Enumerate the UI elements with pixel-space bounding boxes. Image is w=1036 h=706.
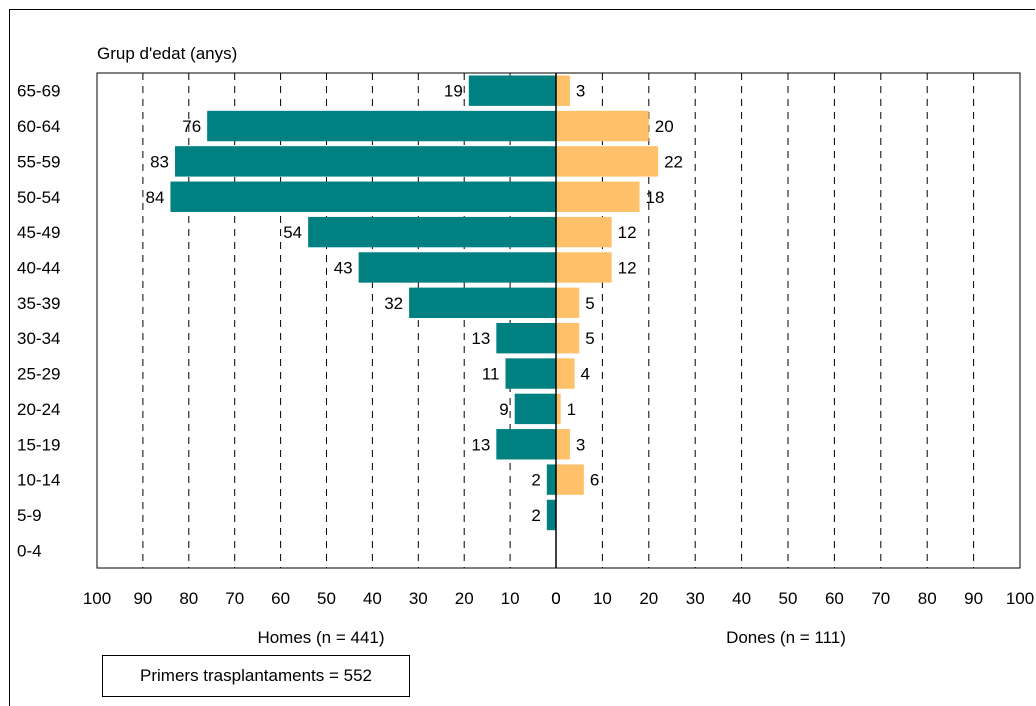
y-tick-label: 65-69: [17, 82, 60, 101]
chart-frame: [9, 9, 1035, 706]
x-tick-label-left: 60: [271, 589, 290, 608]
x-tick-label-left: 80: [179, 589, 198, 608]
x-tick-label-right: 20: [639, 589, 658, 608]
data-label-dones: 12: [618, 258, 637, 277]
data-label-dones: 18: [646, 188, 665, 207]
y-tick-label: 20-24: [17, 400, 60, 419]
y-tick-label: 45-49: [17, 223, 60, 242]
y-tick-label: 35-39: [17, 294, 60, 313]
data-label-dones: 3: [576, 435, 585, 454]
x-tick-label-left: 20: [455, 589, 474, 608]
bar-dones: [556, 181, 640, 212]
y-tick-label: 0-4: [17, 541, 42, 560]
x-tick-label-left: 90: [133, 589, 152, 608]
data-label-dones: 20: [655, 117, 674, 136]
y-tick-label: 30-34: [17, 329, 60, 348]
data-label-dones: 3: [576, 82, 585, 101]
data-label-homes: 2: [531, 471, 540, 490]
x-axis-label-dones: Dones (n = 111): [726, 628, 846, 647]
y-tick-label: 25-29: [17, 365, 60, 384]
x-tick-label-right: 80: [918, 589, 937, 608]
y-tick-label: 10-14: [17, 471, 60, 490]
bar-homes: [505, 358, 556, 389]
data-label-homes: 11: [482, 365, 500, 384]
bar-dones: [556, 464, 584, 495]
y-tick-label: 50-54: [17, 188, 60, 207]
x-tick-label-right: 90: [964, 589, 983, 608]
bar-dones: [556, 322, 580, 354]
y-axis-title: Grup d'edat (anys): [97, 44, 237, 63]
bar-homes: [358, 252, 556, 283]
bar-dones: [556, 252, 612, 283]
x-tick-label-left: 70: [225, 589, 244, 608]
x-tick-label-left: 10: [501, 589, 520, 608]
data-label-homes: 84: [146, 188, 165, 207]
x-tick-label-right: 50: [779, 589, 798, 608]
data-label-homes: 2: [531, 506, 540, 525]
data-label-homes: 43: [334, 258, 353, 277]
bars: [170, 75, 659, 531]
bar-dones: [556, 110, 649, 142]
bar-dones: [556, 146, 659, 177]
bar-dones: [556, 75, 570, 106]
x-tick-label-left: 30: [409, 589, 428, 608]
data-label-homes: 9: [499, 400, 508, 419]
summary-text: Primers trasplantaments = 552: [140, 666, 372, 685]
x-tick-label-right: 0: [551, 589, 560, 608]
data-label-dones: 5: [585, 294, 594, 313]
bar-homes: [409, 287, 556, 319]
data-label-homes: 13: [471, 329, 490, 348]
bar-homes: [175, 146, 556, 177]
y-tick-label: 60-64: [17, 117, 60, 136]
y-tick-label: 55-59: [17, 152, 60, 171]
data-label-homes: 54: [283, 223, 302, 242]
bar-homes: [514, 393, 556, 425]
x-tick-label-right: 100: [1006, 589, 1034, 608]
bar-homes: [546, 499, 556, 531]
x-tick-label-right: 70: [871, 589, 890, 608]
y-tick-label: 15-19: [17, 435, 60, 454]
bar-dones: [556, 287, 580, 319]
x-tick-label-left: 0: [551, 589, 560, 608]
plot-border: [96, 72, 1021, 569]
bar-dones: [556, 429, 570, 460]
bar-homes: [468, 75, 556, 106]
summary-box: Primers trasplantaments = 552: [102, 655, 410, 697]
bar-homes: [496, 322, 556, 354]
x-axis-label-homes: Homes (n = 441): [257, 628, 384, 647]
x-tick-label-left: 100: [83, 589, 111, 608]
bar-homes: [170, 181, 556, 212]
data-label-dones: 22: [664, 152, 683, 171]
bar-dones: [556, 216, 612, 248]
data-label-homes: 19: [444, 82, 463, 101]
y-tick-label: 40-44: [17, 258, 60, 277]
data-label-homes: 32: [384, 294, 403, 313]
data-label-homes: 76: [182, 117, 201, 136]
bar-dones: [556, 393, 561, 425]
data-label-homes: 13: [471, 435, 490, 454]
plot-area: [96, 72, 1021, 569]
x-tick-label-left: 50: [317, 589, 336, 608]
x-tick-label-right: 60: [825, 589, 844, 608]
bar-dones: [556, 358, 575, 389]
bar-homes: [496, 429, 556, 460]
data-label-dones: 1: [567, 400, 576, 419]
data-label-homes: 83: [150, 152, 169, 171]
x-tick-label-right: 30: [686, 589, 705, 608]
data-label-dones: 4: [581, 365, 590, 384]
data-label-dones: 6: [590, 471, 599, 490]
bar-homes: [308, 216, 556, 248]
bar-homes: [546, 464, 556, 495]
bar-homes: [207, 110, 556, 142]
x-tick-label-right: 10: [593, 589, 612, 608]
x-tick-label-right: 40: [732, 589, 751, 608]
data-label-dones: 5: [585, 329, 594, 348]
x-tick-label-left: 40: [363, 589, 382, 608]
data-label-dones: 12: [618, 223, 637, 242]
y-tick-label: 5-9: [17, 506, 42, 525]
